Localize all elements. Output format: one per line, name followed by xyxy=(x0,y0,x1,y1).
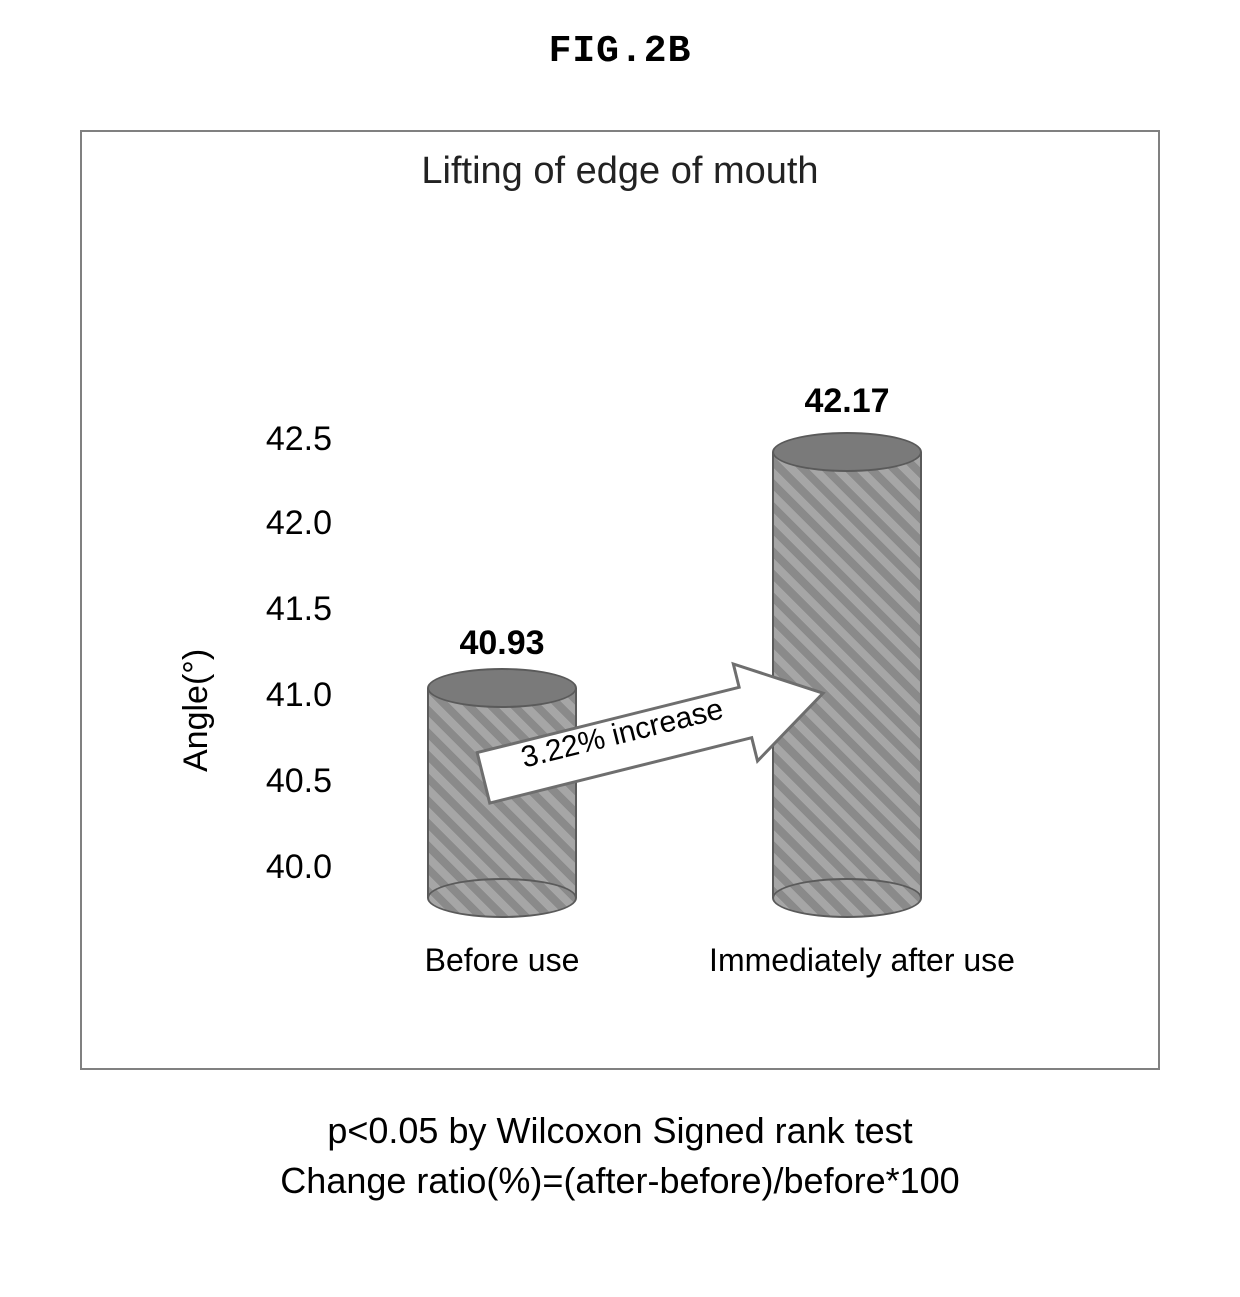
increase-arrow: 3.22% increase xyxy=(452,632,872,812)
figure-label: FIG.2B xyxy=(0,0,1240,73)
bar-bottom-2 xyxy=(772,878,922,918)
ytick-42-5: 42.5 xyxy=(242,420,332,459)
chart-panel: Lifting of edge of mouth Angle(°) 42.5 4… xyxy=(80,130,1160,1070)
chart-title: Lifting of edge of mouth xyxy=(82,150,1158,193)
caption-line-2: Change ratio(%)=(after-before)/before*10… xyxy=(0,1160,1240,1202)
ytick-42-0: 42.0 xyxy=(242,504,332,543)
ytick-40-5: 40.5 xyxy=(242,762,332,801)
x-category-2: Immediately after use xyxy=(672,942,1052,979)
ytick-40-0: 40.0 xyxy=(242,848,332,887)
caption-line-1: p<0.05 by Wilcoxon Signed rank test xyxy=(0,1110,1240,1152)
ytick-41-5: 41.5 xyxy=(242,590,332,629)
ytick-41-0: 41.0 xyxy=(242,676,332,715)
bar-top-2 xyxy=(772,432,922,472)
y-axis-label: Angle(°) xyxy=(177,649,216,772)
bar-bottom-1 xyxy=(427,878,577,918)
x-category-1: Before use xyxy=(382,942,622,979)
bar-value-2: 42.17 xyxy=(747,382,947,421)
